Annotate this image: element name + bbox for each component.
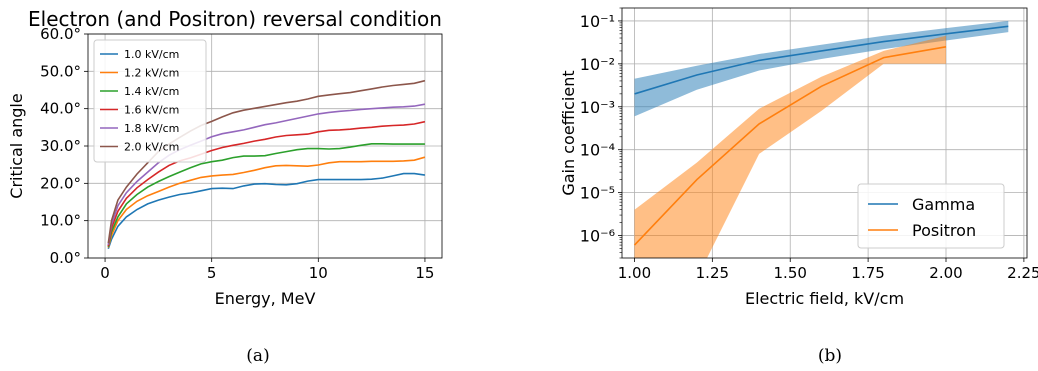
panel-a-chart: 0 5 10 15 0.0° 10.0° 20.0° 30.0° 40.0° 50.0° 60.0°… bbox=[7, 7, 443, 308]
legend-label-1-0-kv-cm: 1.0 kV/cm bbox=[124, 48, 179, 61]
y-tick-label: 20.0° bbox=[40, 174, 81, 192]
y-tick-label: 10⁻⁴ bbox=[580, 141, 615, 160]
legend-label-1-4-kv-cm: 1.4 kV/cm bbox=[124, 85, 179, 98]
x-tick-label: 1.00 bbox=[618, 264, 651, 282]
x-axis-label: Energy, MeV bbox=[215, 289, 316, 308]
series-line-1-6-kv-cm bbox=[107, 120, 426, 247]
y-tick-label: 50.0° bbox=[40, 62, 81, 80]
y-tick-label: 10⁻¹ bbox=[580, 12, 615, 31]
series-line-gamma bbox=[634, 25, 1009, 95]
x-tick-label: 1.50 bbox=[774, 264, 807, 282]
legend-label-positron: Positron bbox=[912, 221, 976, 240]
x-tick-label: 10 bbox=[309, 264, 328, 282]
legend: Gamma Positron bbox=[857, 183, 1005, 249]
y-tick-label: 0.0° bbox=[50, 249, 81, 267]
panel-label-b: (b) bbox=[818, 346, 842, 366]
x-tick-label: 1.25 bbox=[696, 264, 729, 282]
series-line-positron bbox=[633, 46, 947, 246]
x-tick-label: 0 bbox=[100, 264, 110, 282]
chart-title: Electron (and Positron) reversal conditi… bbox=[28, 7, 442, 31]
legend-box bbox=[93, 39, 207, 163]
series-line-1-0-kv-cm bbox=[107, 172, 426, 249]
y-tick-label: 10⁻⁶ bbox=[580, 227, 615, 246]
x-tick-label: 15 bbox=[415, 264, 434, 282]
y-tick-label: 10⁻³ bbox=[580, 98, 615, 117]
series-line-1-8-kv-cm bbox=[107, 103, 426, 246]
legend-label-1-8-kv-cm: 1.8 kV/cm bbox=[124, 122, 179, 135]
x-tick-label: 5 bbox=[207, 264, 217, 282]
legend-label-1-2-kv-cm: 1.2 kV/cm bbox=[124, 67, 179, 80]
panel-label-a: (a) bbox=[246, 346, 269, 366]
y-axis-label: Critical angle bbox=[7, 93, 26, 198]
legend-label-1-6-kv-cm: 1.6 kV/cm bbox=[124, 104, 179, 117]
legend-label-gamma: Gamma bbox=[912, 195, 975, 214]
plot-area bbox=[633, 20, 1009, 258]
y-tick-label: 40.0° bbox=[40, 100, 81, 118]
band-positron bbox=[634, 35, 946, 258]
legend-box bbox=[857, 183, 1005, 249]
plot-frame bbox=[621, 7, 1028, 259]
panel-b-chart: 1.00 1.25 1.50 1.75 2.00 2.25 10⁻⁶ 10⁻⁵ 10⁻⁴ 10⁻³… bbox=[559, 7, 1038, 308]
y-tick-label: 60.0° bbox=[40, 25, 81, 43]
series-line-1-2-kv-cm bbox=[107, 156, 426, 248]
x-tick-label: 1.75 bbox=[851, 264, 884, 282]
y-tick-label: 30.0° bbox=[40, 137, 81, 155]
series-line-1-4-kv-cm bbox=[107, 143, 425, 247]
y-axis-label: Gain coefficient bbox=[559, 70, 578, 195]
legend: 1.0 kV/cm 1.2 kV/cm 1.4 kV/cm 1.6 kV/cm 1.8 … bbox=[93, 39, 207, 163]
x-tick-label: 2.00 bbox=[929, 264, 962, 282]
y-tick-label: 10⁻² bbox=[580, 55, 615, 74]
x-axis-label: Electric field, kV/cm bbox=[745, 289, 904, 308]
plot-frame bbox=[87, 33, 443, 259]
y-tick-label: 10.0° bbox=[40, 212, 81, 230]
x-tick-label: 2.25 bbox=[1007, 264, 1038, 282]
y-tick-label: 10⁻⁵ bbox=[580, 184, 615, 203]
legend-label-2-0-kv-cm: 2.0 kV/cm bbox=[124, 141, 179, 154]
